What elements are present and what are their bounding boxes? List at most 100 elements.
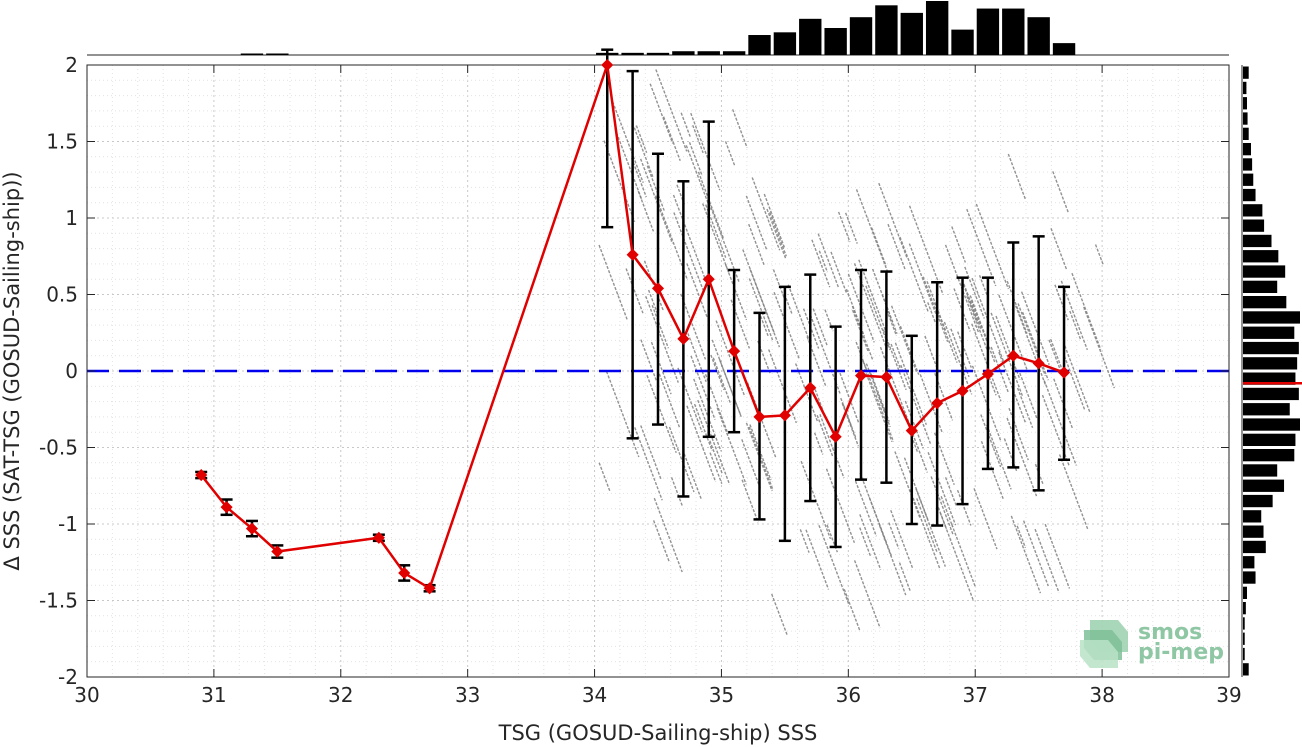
- right-histogram-bar: [1243, 265, 1286, 278]
- scatter-streak: [1049, 338, 1064, 371]
- mean-line: [200, 64, 1065, 591]
- x-tick-label: 37: [962, 683, 987, 707]
- x-tick-label: 30: [74, 683, 99, 707]
- mean-point-diamond: [778, 409, 791, 422]
- scatter-streak: [971, 277, 1005, 362]
- scatter-streak: [854, 480, 878, 537]
- scatter-streak: [851, 305, 874, 360]
- scatter-streak: [878, 525, 907, 596]
- scatter-streak: [970, 300, 996, 363]
- y-tick-label: 2: [65, 53, 78, 77]
- scatter-streak: [951, 226, 967, 263]
- logo-stack-icon: [1080, 620, 1128, 668]
- right-histogram-bar: [1243, 311, 1300, 324]
- scatter-streak: [1050, 228, 1068, 271]
- right-histogram-bar: [1243, 280, 1278, 293]
- right-histogram-bar: [1243, 663, 1249, 676]
- top-histogram-bar: [900, 12, 923, 55]
- y-axis-ticks: -2 -1.5 -1 -0.5 0 0.5 1 1.5 2: [39, 53, 1229, 689]
- scatter-streak: [940, 496, 954, 528]
- scatter-streak: [927, 302, 937, 324]
- scatter-streak: [655, 69, 688, 152]
- scatter-streak: [1014, 305, 1047, 387]
- scatter-streak: [853, 263, 887, 347]
- mean-point-diamond: [626, 248, 639, 261]
- top-histogram-bar: [697, 51, 720, 55]
- scatter-streak: [724, 141, 736, 167]
- x-tick-label: 32: [328, 683, 353, 707]
- scatter-streak: [1019, 372, 1038, 419]
- right-histogram-bar: [1243, 127, 1249, 140]
- scatter-streak: [724, 264, 748, 321]
- y-tick-label: 1.5: [46, 130, 78, 154]
- scatter-streak: [647, 289, 659, 314]
- mean-point-diamond: [601, 58, 614, 72]
- top-histogram-bar: [799, 18, 822, 55]
- mean-point-diamond: [195, 468, 208, 482]
- scatter-streak: [686, 263, 708, 318]
- scatter-streak: [794, 363, 819, 423]
- scatter-streak: [930, 476, 954, 535]
- right-histogram-bar: [1243, 357, 1298, 370]
- scatter-streak: [878, 182, 908, 258]
- right-histogram-bar: [1243, 433, 1296, 446]
- right-histogram-bar: [1243, 479, 1285, 492]
- scatter-streak: [886, 309, 898, 336]
- y-tick-label: -1: [58, 512, 78, 536]
- top-histogram: [87, 1, 1229, 56]
- scatter-streak: [633, 127, 654, 178]
- top-histogram-bar: [1027, 17, 1050, 55]
- scatter-streak: [651, 304, 670, 349]
- scatter-streak: [819, 413, 845, 479]
- mean-point-diamond: [1007, 349, 1020, 362]
- scatter-streak: [708, 202, 740, 283]
- scatter-streak: [635, 125, 648, 154]
- scatter-streak: [690, 112, 721, 191]
- y-tick-label: -0.5: [39, 436, 78, 460]
- scatter-streak: [610, 97, 644, 183]
- scatter-streak: [943, 321, 973, 395]
- scatter-streak: [809, 314, 841, 395]
- scatter-streak: [702, 203, 730, 273]
- scatter-streak: [894, 342, 927, 426]
- right-histogram-bar: [1243, 510, 1262, 523]
- y-axis-label: Δ SSS (SAT-TSG (GOSUD-Sailing-ship)): [0, 171, 24, 570]
- scatter-streak: [1016, 525, 1027, 549]
- scatter-streak: [980, 414, 1002, 468]
- scatter-streak: [680, 112, 691, 137]
- scatter-streak: [951, 524, 977, 588]
- right-histogram-bar: [1243, 250, 1279, 263]
- scatter-streak: [1064, 345, 1091, 413]
- scatter-streak: [668, 426, 695, 493]
- scatter-streak: [683, 453, 702, 499]
- y-tick-label: 1: [65, 206, 78, 230]
- scatter-streak: [908, 243, 938, 317]
- y-tick-label: -2: [58, 665, 78, 689]
- scatter-streak: [709, 452, 723, 484]
- scatter-streak: [843, 589, 861, 631]
- scatter-streak: [673, 212, 705, 291]
- scatter-streak: [830, 251, 848, 293]
- scatter-streak: [899, 236, 930, 313]
- scatter-streak: [799, 529, 810, 553]
- scatter-streak: [645, 295, 679, 383]
- scatter-streak: [680, 293, 707, 360]
- scatter-streak: [986, 424, 1012, 490]
- right-histogram: [1241, 65, 1302, 677]
- scatter-streak: [773, 292, 801, 360]
- scatter-streak: [670, 477, 684, 507]
- mean-series: [195, 58, 1071, 595]
- right-histogram-bar: [1243, 617, 1245, 630]
- scatter-streak: [802, 308, 820, 349]
- scatter-streak: [690, 355, 716, 420]
- scatter-streak: [811, 239, 831, 288]
- scatter-streak: [766, 208, 787, 260]
- mean-point-diamond: [981, 367, 994, 381]
- top-histogram-bar: [1002, 8, 1025, 55]
- scatter-streak: [646, 375, 677, 454]
- scatter-streak: [710, 354, 725, 391]
- x-tick-label: 39: [1216, 683, 1241, 707]
- scatter-streak: [688, 141, 703, 177]
- scatter-streak: [1044, 523, 1071, 589]
- scatter-streak: [909, 431, 919, 453]
